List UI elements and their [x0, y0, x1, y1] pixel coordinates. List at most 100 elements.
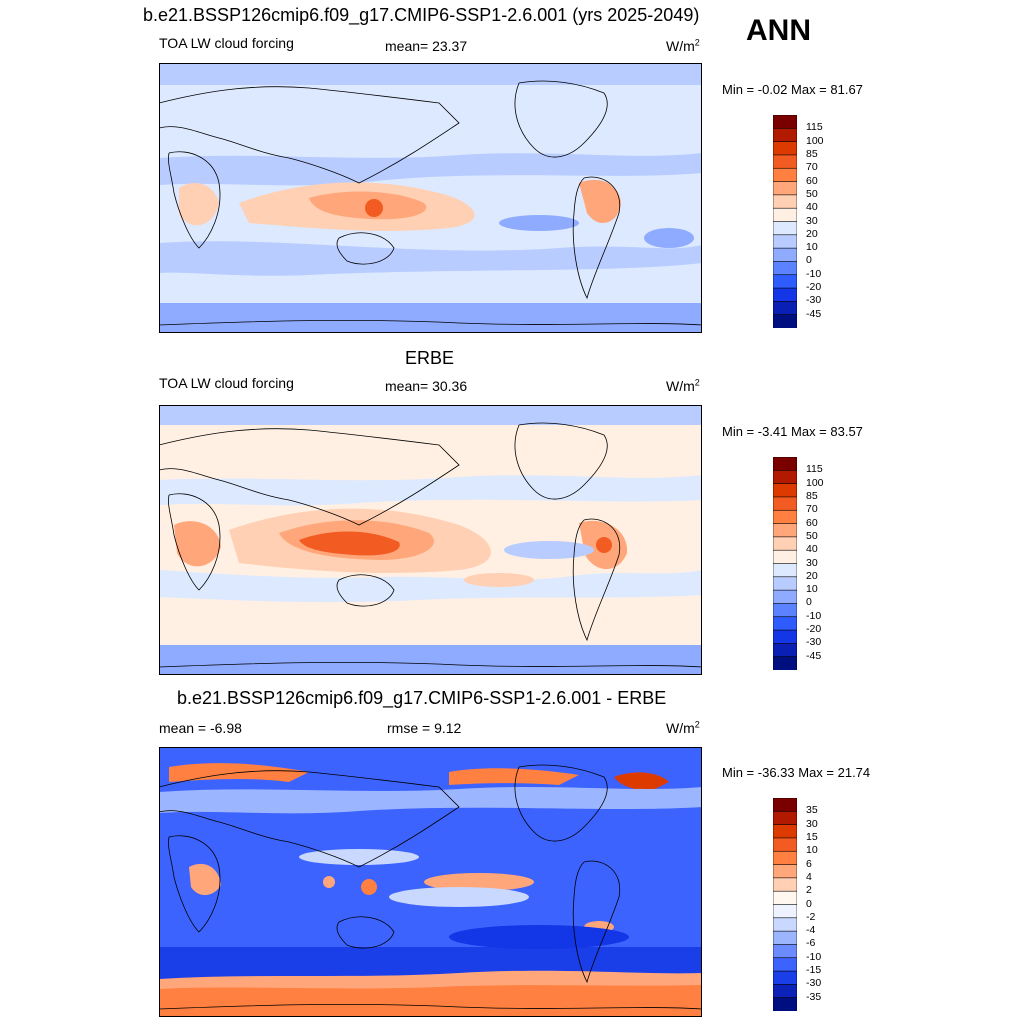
southern-ocean-band [159, 291, 702, 303]
africa-region [179, 183, 219, 226]
colorbar-swatch [772, 984, 798, 999]
colorbar-tick-label: 20 [806, 227, 818, 240]
colorbar-swatch [772, 563, 798, 578]
panel1-colorbar [772, 114, 798, 329]
colorbar-tick-label: -10 [806, 267, 822, 280]
panel2-title: ERBE [405, 348, 455, 368]
coast-antarctica [159, 319, 702, 326]
colorbar-swatch [772, 656, 798, 671]
panel1-title: b.e21.BSSP126cmip6.f09_g17.CMIP6-SSP1-2.… [143, 5, 700, 25]
colorbar-swatch [772, 837, 798, 853]
colorbar-swatch [772, 181, 798, 196]
colorbar-swatch [772, 274, 798, 289]
colorbar-tick-label: 85 [806, 489, 818, 502]
panel1-units: W/m2 [666, 37, 700, 54]
colorbar-tick-label: 0 [806, 897, 812, 910]
panel2-map [159, 405, 702, 675]
colorbar-tick-label: 6 [806, 857, 812, 870]
subtropic-south [159, 241, 702, 276]
panel3-units: W/m2 [666, 719, 700, 736]
antarctic-warm-light [159, 970, 702, 989]
colorbar-tick-label: 10 [806, 583, 818, 596]
colorbar-tick-label: -10 [806, 609, 822, 622]
colorbar-tick-label: -30 [806, 977, 822, 990]
colorbar-swatch [772, 509, 798, 525]
colorbar-swatch [772, 797, 798, 813]
colorbar-swatch [772, 141, 798, 156]
colorbar-tick-label: 2 [806, 884, 812, 897]
panel1-map [159, 63, 702, 333]
colorbar-tick-label: 30 [806, 817, 818, 830]
maritime-hotspot [365, 199, 383, 217]
colorbar-swatch [772, 877, 798, 892]
tropical-pacific-light [389, 887, 529, 907]
colorbar-tick-label: 40 [806, 201, 818, 214]
colorbar-tick-label: -30 [806, 636, 822, 649]
colorbar-swatch [772, 850, 798, 866]
north-band [159, 405, 702, 425]
atlantic-cool [644, 228, 694, 248]
panel3-colorbar [772, 797, 798, 1012]
maritime-warm-2 [323, 876, 335, 888]
colorbar-swatch [772, 470, 798, 485]
colorbar-swatch [772, 207, 798, 223]
colorbar-tick-label: 115 [806, 121, 823, 134]
colorbar-swatch [772, 904, 798, 919]
maritime-warm [361, 879, 377, 895]
colorbar-swatch [772, 114, 798, 130]
colorbar-swatch [772, 261, 798, 276]
colorbar-tick-label: 60 [806, 174, 818, 187]
colorbar-tick-label: 20 [806, 569, 818, 582]
arctic-warm-2 [449, 768, 579, 785]
north-light-band [159, 787, 702, 814]
colorbar-tick-label: 10 [806, 241, 818, 254]
colorbar-tick-label: 60 [806, 516, 818, 529]
africa-region [174, 521, 221, 567]
panel2-variable-label: TOA LW cloud forcing [159, 375, 294, 391]
equatorial-light [299, 849, 419, 865]
colorbar-swatch [772, 247, 798, 263]
subtropic-north [159, 153, 702, 186]
colorbar-swatch [772, 536, 798, 551]
colorbar-swatch [772, 824, 798, 839]
colorbar-tick-label: 0 [806, 254, 812, 267]
subtropic-dark [449, 925, 629, 949]
coast-southamerica [572, 176, 621, 300]
panel3-minmax: Min = -36.33 Max = 21.74 [722, 765, 871, 780]
panel2-minmax: Min = -3.41 Max = 83.57 [722, 424, 863, 439]
colorbar-tick-label: 40 [806, 543, 818, 556]
subtropic-north-cool [159, 475, 702, 506]
colorbar-tick-label: 35 [806, 804, 818, 817]
tropical-pacific-warm [424, 873, 534, 891]
colorbar-swatch [772, 616, 798, 631]
colorbar-tick-label: -4 [806, 924, 816, 937]
colorbar-tick-label: 50 [806, 529, 818, 542]
arctic-warm-3 [614, 772, 669, 792]
colorbar-swatch [772, 957, 798, 972]
colorbar-tick-label: -2 [806, 910, 816, 923]
colorbar-swatch [772, 930, 798, 946]
north-band [159, 63, 702, 85]
colorbar-tick-label: 10 [806, 844, 818, 857]
colorbar-swatch [772, 603, 798, 618]
season-label: ANN [746, 14, 811, 47]
colorbar-swatch [772, 811, 798, 826]
colorbar-swatch [772, 629, 798, 645]
panel3-mean-label: mean = -6.98 [159, 720, 242, 736]
subtropic-south-cool [159, 570, 702, 603]
colorbar-swatch [772, 194, 798, 209]
eastern-pacific-cool [504, 541, 594, 559]
colorbar-tick-label: -30 [806, 294, 822, 307]
colorbar-swatch [772, 167, 798, 183]
colorbar-tick-label: 85 [806, 147, 818, 160]
colorbar-swatch [772, 864, 798, 879]
africa-warm [189, 863, 221, 896]
colorbar-tick-label: -20 [806, 281, 822, 294]
panel1-variable-label: TOA LW cloud forcing [159, 35, 294, 51]
panel2-colorbar [772, 456, 798, 671]
colorbar-tick-label: 100 [806, 134, 824, 147]
colorbar-swatch [772, 128, 798, 143]
coast-eurasia [159, 86, 460, 184]
colorbar-swatch [772, 154, 798, 170]
coast-australia [336, 232, 395, 265]
